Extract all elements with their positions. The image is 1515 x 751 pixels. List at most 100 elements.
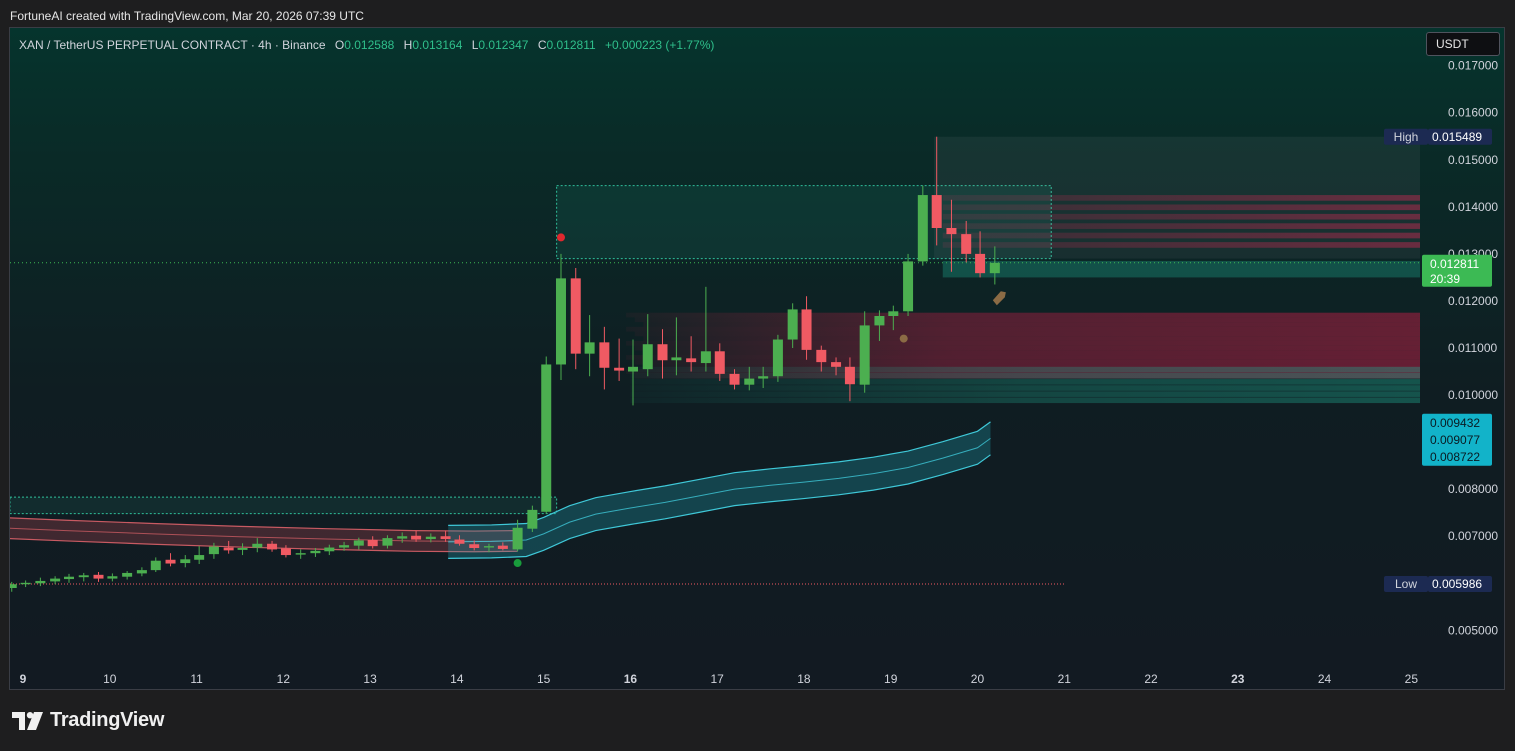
high-marker-value-tag (1428, 128, 1492, 145)
last-price-tag (1422, 254, 1492, 287)
last-price-label: 0.012811 (1430, 257, 1479, 271)
red-liquidity-band (634, 359, 1420, 365)
countdown-label: 20:39 (1430, 272, 1460, 286)
x-axis-label: 12 (277, 672, 291, 686)
candle-body (527, 509, 538, 529)
candle-body (599, 342, 610, 368)
candle-body (584, 342, 595, 354)
candle-body (411, 535, 422, 540)
candle-body (642, 344, 653, 370)
y-axis-label: 0.012000 (1448, 294, 1498, 308)
candle-body (367, 540, 378, 547)
x-axis-label: 13 (363, 672, 377, 686)
high-marker-value: 0.015489 (1432, 130, 1482, 144)
candle-body (903, 261, 914, 312)
y-axis-label: 0.008000 (1448, 482, 1498, 496)
candle-body (744, 378, 755, 385)
neutral-signal-dot (899, 334, 908, 343)
high-value: 0.013164 (412, 38, 463, 52)
upper-red-band (942, 204, 1420, 211)
old-ema-ribbon-upper (10, 517, 518, 532)
candle-body (801, 309, 812, 350)
chart-attribution: FortuneAI created with TradingView.com, … (10, 9, 364, 23)
low-value: 0.012347 (478, 38, 529, 52)
y-axis-label: 0.005000 (1448, 623, 1498, 637)
candle-body (483, 546, 494, 548)
candle-body (64, 576, 75, 580)
high-marker-label: High (1394, 130, 1419, 144)
red-liquidity-band (634, 331, 1420, 337)
candle-body (874, 316, 885, 326)
x-axis-label: 9 (20, 672, 27, 686)
candle-body (20, 582, 31, 585)
x-axis-label: 22 (1144, 672, 1158, 686)
candle-body (700, 351, 711, 364)
ema-ribbon-fill (448, 421, 991, 559)
candle-body (295, 553, 306, 555)
candle-body (614, 367, 625, 371)
rocket-icon (992, 291, 1006, 306)
tradingview-logo-icon (12, 711, 43, 730)
candle-body (816, 349, 827, 363)
change-value: +0.000223 (+1.77%) (605, 38, 715, 52)
signals (513, 233, 1006, 568)
old-ema-ribbon-fill (10, 517, 518, 552)
candle-body (787, 309, 798, 340)
candle-body (975, 253, 986, 274)
red-liquidity-band (643, 322, 1420, 327)
teal-liquidity-band (630, 385, 1420, 391)
teal-liquidity-band (630, 366, 1420, 373)
candle-body (339, 545, 350, 548)
x-axis-label: 19 (884, 672, 898, 686)
red-liquidity-band (634, 317, 1420, 323)
x-axis-label: 21 (1058, 672, 1072, 686)
y-axis-label: 0.007000 (1448, 529, 1498, 543)
y-axis-label: 0.015000 (1448, 153, 1498, 167)
low-marker-tag (1384, 575, 1428, 592)
upper-red-band (942, 223, 1420, 229)
open-value: 0.012588 (344, 38, 395, 52)
tradingview-brand[interactable]: TradingView (12, 709, 164, 732)
currency-selector-button[interactable]: USDT (1426, 32, 1500, 56)
candle-body (844, 366, 855, 385)
candle-body (440, 536, 451, 540)
x-axis-label: 17 (710, 672, 724, 686)
candle-body (686, 358, 697, 363)
axes: 0.0170000.0160000.0150000.0140000.013000… (20, 59, 1499, 686)
candle-body (888, 311, 899, 316)
x-axis-label: 14 (450, 672, 464, 686)
symbol-title[interactable]: XAN / TetherUS PERPETUAL CONTRACT · 4h ·… (19, 38, 326, 52)
upper-red-band (942, 213, 1420, 220)
low-marker-value-tag (1428, 575, 1492, 592)
red-liquidity-band (643, 336, 1420, 341)
lower-demand-zone (10, 496, 558, 515)
candle-body (353, 540, 364, 546)
candle-body (78, 575, 89, 578)
candle-body (714, 351, 725, 374)
red-liquidity-band (626, 312, 1420, 318)
ema-ribbon-lower (448, 454, 991, 559)
upper-red-band (942, 232, 1420, 239)
red-liquidity-band (626, 340, 1420, 346)
candle-body (208, 546, 219, 555)
band-labels-tag (1422, 413, 1492, 466)
red-liquidity-band (643, 350, 1420, 356)
candle-body (758, 376, 769, 379)
candle-body (657, 344, 668, 361)
teal-liquidity-band (630, 379, 1420, 385)
symbol-legend[interactable]: XAN / TetherUS PERPETUAL CONTRACT · 4h ·… (19, 38, 714, 52)
band-label: 0.009077 (1430, 433, 1480, 447)
buy-signal-dot (513, 559, 522, 568)
candle-body (382, 538, 393, 546)
y-axis-label: 0.010000 (1448, 388, 1498, 402)
candle-body (454, 539, 465, 544)
teal-current-band (942, 260, 1420, 278)
candle-body (469, 544, 480, 548)
chart-panel[interactable]: 0.017000 0.016000 0.015000 0.014000 0.013000… (9, 27, 1505, 690)
band-label: 0.008722 (1430, 450, 1480, 464)
candle-body (628, 366, 639, 372)
candle-body (772, 339, 783, 377)
price-chart[interactable]: 0.0170000.0160000.0150000.0140000.013000… (10, 28, 1504, 689)
candle-body (961, 234, 972, 254)
candle-body (267, 543, 278, 550)
